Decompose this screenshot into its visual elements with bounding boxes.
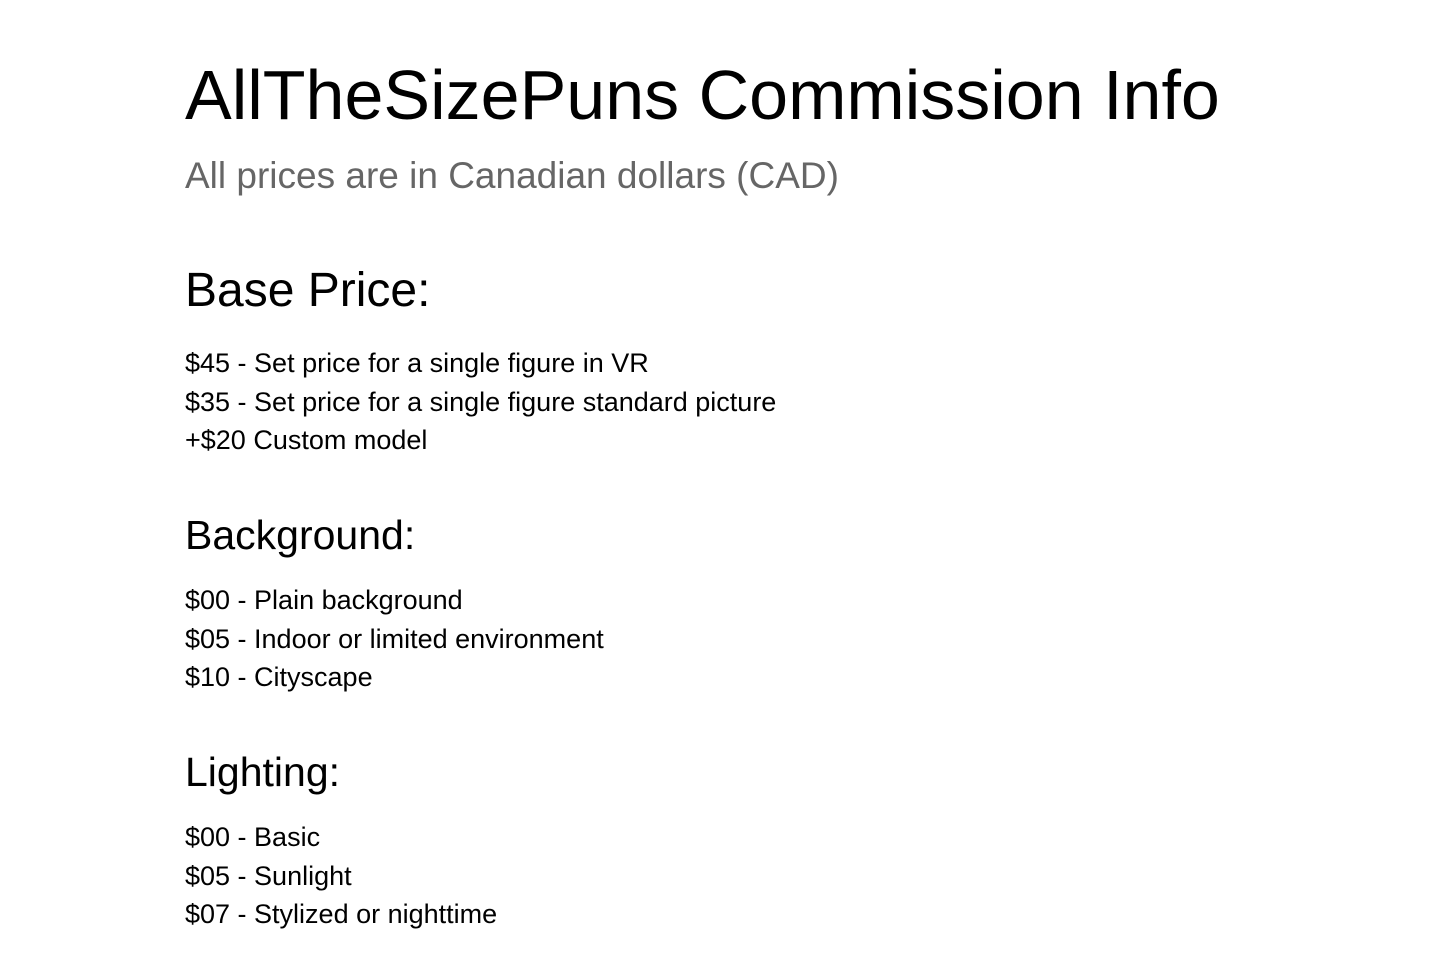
list-item: $35 - Set price for a single figure stan…	[185, 386, 777, 417]
list-item: $05 - Indoor or limited environment	[185, 623, 604, 654]
section-heading-background: Background:	[185, 512, 416, 558]
lighting-list: $00 - Basic $05 - Sunlight $07 - Stylize…	[185, 818, 497, 934]
list-item: $45 - Set price for a single figure in V…	[185, 348, 649, 378]
list-item: $10 - Cityscape	[185, 662, 373, 693]
list-item: +$20 Custom model	[185, 425, 428, 456]
background-list: $00 - Plain background $05 - Indoor or l…	[185, 581, 604, 697]
list-item: $05 - Sunlight	[185, 860, 352, 891]
section-heading-base-price: Base Price:	[185, 264, 431, 317]
page-subtitle: All prices are in Canadian dollars (CAD)	[185, 155, 839, 196]
list-item: $07 - Stylized or nighttime	[185, 899, 498, 930]
list-item: $00 - Plain background	[185, 585, 463, 615]
list-item: $00 - Basic	[185, 822, 321, 852]
section-heading-lighting: Lighting:	[185, 749, 341, 795]
base-price-list: $45 - Set price for a single figure in V…	[185, 344, 776, 460]
page-title: AllTheSizePuns Commission Info	[185, 56, 1220, 134]
